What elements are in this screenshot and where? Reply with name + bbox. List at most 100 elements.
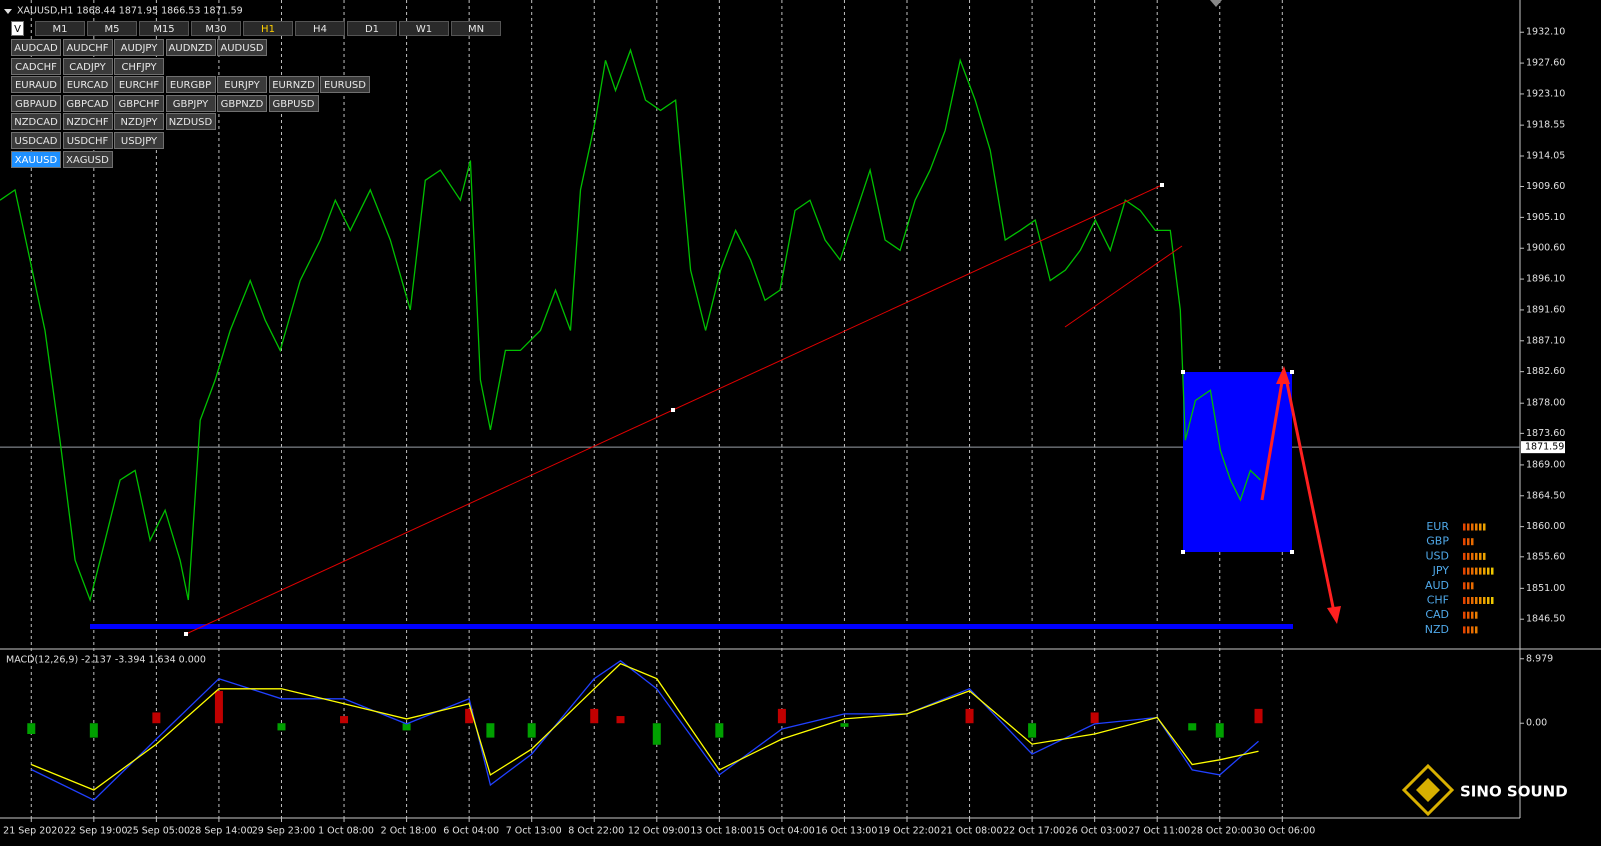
button[interactable]: AUDUSD — [217, 39, 267, 56]
x-tick-label: 27 Oct 11:00 — [1128, 826, 1190, 837]
button[interactable]: AUDCAD — [11, 39, 61, 56]
x-tick-label: 8 Oct 22:00 — [568, 826, 624, 837]
strength-segment — [1463, 567, 1466, 575]
button[interactable]: NZDCAD — [11, 113, 61, 131]
strength-segment — [1467, 567, 1470, 575]
button[interactable]: GBPNZD — [217, 94, 267, 112]
histogram-bar — [1188, 723, 1197, 731]
button[interactable]: M1 — [35, 21, 85, 36]
y-tick-label: 1918.55 — [1526, 120, 1565, 131]
currency-label: GBP — [1426, 535, 1449, 548]
histogram-bar — [840, 723, 849, 727]
strength-segment — [1463, 552, 1466, 560]
logo — [1401, 763, 1455, 817]
button[interactable]: D1 — [347, 21, 397, 36]
menu-icon[interactable] — [4, 9, 12, 14]
anchor-point — [1160, 183, 1164, 187]
button[interactable]: AUDNZD — [165, 39, 216, 56]
x-tick-label: 21 Sep 2020 — [3, 826, 63, 837]
strength-segment — [1491, 567, 1494, 575]
strength-segment — [1463, 611, 1466, 619]
button[interactable]: EURCHF — [114, 76, 164, 94]
button[interactable]: M30 — [191, 21, 241, 36]
button[interactable]: AUDJPY — [114, 39, 164, 56]
x-tick-label: 26 Oct 03:00 — [1066, 826, 1128, 837]
button[interactable]: EURJPY — [217, 76, 267, 94]
button[interactable]: USDCAD — [11, 132, 61, 149]
indicator-title: MACD(12,26,9) -2.137 -3.394 1.634 0.000 — [6, 655, 206, 666]
button[interactable]: CADCHF — [11, 57, 61, 75]
button[interactable]: GBPUSD — [268, 94, 319, 112]
currency-label: CHF — [1427, 594, 1449, 607]
x-tick-label: 21 Oct 08:00 — [941, 826, 1003, 837]
currency-label: NZD — [1425, 623, 1449, 636]
button[interactable]: GBPAUD — [11, 94, 61, 112]
button[interactable]: CHFJPY — [114, 57, 164, 75]
y-tick-label: 1900.60 — [1526, 243, 1565, 254]
strength-segment — [1467, 626, 1470, 634]
button[interactable]: GBPJPY — [165, 94, 216, 112]
button[interactable]: MN — [451, 21, 501, 36]
y-tick-label: 1905.10 — [1526, 212, 1565, 223]
button[interactable]: CADJPY — [62, 57, 113, 75]
strength-segment — [1471, 582, 1474, 590]
y-tick-label: 1923.10 — [1526, 88, 1565, 99]
histogram-bar — [1254, 708, 1263, 724]
strength-segment — [1487, 567, 1490, 575]
button[interactable]: EURAUD — [11, 76, 61, 94]
strength-segment — [1471, 597, 1474, 604]
x-tick-label: 13 Oct 18:00 — [690, 826, 752, 837]
strength-segment — [1479, 567, 1482, 575]
strength-segment — [1479, 552, 1482, 560]
anchor-point — [184, 632, 188, 636]
histogram-bar — [465, 708, 474, 724]
button[interactable]: H4 — [295, 21, 345, 36]
strength-segment — [1479, 523, 1482, 531]
button[interactable]: M5 — [87, 21, 137, 36]
x-tick-label: 12 Oct 09:00 — [628, 826, 690, 837]
button[interactable]: EURGBP — [165, 76, 216, 94]
button[interactable]: H1 — [243, 21, 293, 36]
strength-segment — [1471, 626, 1474, 634]
y-tick-label: 8.979 — [1526, 653, 1553, 664]
last-price-label: 1871.59 — [1525, 442, 1564, 453]
button[interactable]: EURUSD — [320, 76, 370, 94]
y-tick-label: 1891.60 — [1526, 304, 1565, 315]
button[interactable]: XAGUSD — [62, 150, 113, 168]
histogram-bar — [27, 723, 36, 734]
currency-label: USD — [1425, 549, 1449, 562]
strength-bar — [1463, 567, 1494, 575]
anchor-point — [671, 408, 675, 412]
forecast-arrow — [1260, 375, 1285, 501]
strength-segment — [1483, 523, 1486, 531]
button[interactable]: V — [11, 21, 24, 36]
button[interactable]: EURNZD — [268, 76, 319, 94]
button[interactable]: EURCAD — [62, 76, 113, 94]
strength-segment — [1467, 538, 1470, 546]
button[interactable]: NZDCHF — [62, 113, 113, 131]
button[interactable]: W1 — [399, 21, 449, 36]
button[interactable]: XAUUSD — [11, 150, 61, 168]
button[interactable]: GBPCHF — [114, 94, 164, 112]
button[interactable]: AUDCHF — [62, 39, 113, 56]
button[interactable]: M15 — [139, 21, 189, 36]
y-tick-label: 1914.05 — [1526, 151, 1565, 162]
anchor-point — [1181, 370, 1185, 374]
anchor-point — [1181, 550, 1185, 554]
button[interactable]: NZDJPY — [114, 113, 164, 131]
button[interactable]: USDJPY — [114, 132, 164, 149]
button[interactable]: GBPCAD — [62, 94, 113, 112]
forecast-arrow — [1284, 377, 1336, 613]
button[interactable]: NZDUSD — [165, 113, 216, 131]
y-tick-label: 1851.00 — [1526, 583, 1565, 594]
macd-line — [31, 659, 1259, 801]
strength-bar — [1463, 611, 1478, 619]
histogram-bar — [89, 723, 98, 738]
y-tick-label: 1927.60 — [1526, 58, 1565, 69]
logo — [1416, 778, 1440, 802]
button[interactable]: USDCHF — [62, 132, 113, 149]
x-tick-label: 1 Oct 08:00 — [318, 826, 374, 837]
currency-label: EUR — [1426, 520, 1449, 533]
price-layer — [0, 48, 1261, 603]
strength-bar — [1463, 538, 1474, 546]
